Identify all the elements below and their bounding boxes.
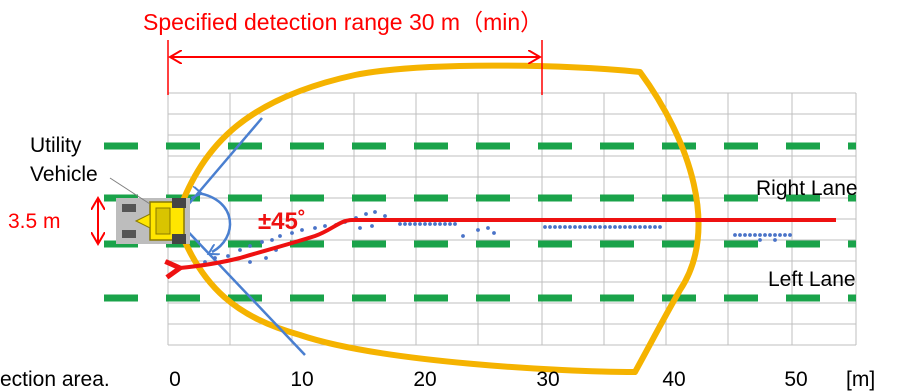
detection-point: [461, 234, 465, 238]
right-lane-label: Right Lane: [756, 177, 858, 200]
detection-point: [568, 225, 572, 229]
detection-point: [613, 225, 617, 229]
detection-point: [583, 225, 587, 229]
detection-point: [593, 225, 597, 229]
vehicle-label-line1: Utility: [30, 134, 82, 157]
x-tick-50: 50: [784, 368, 807, 391]
detection-point: [553, 225, 557, 229]
detection-point: [623, 225, 627, 229]
detection-point: [773, 238, 777, 242]
detection-point: [748, 233, 752, 237]
x-axis-unit: [m]: [846, 368, 875, 391]
detection-point: [358, 226, 362, 230]
detection-point: [788, 233, 792, 237]
detection-point: [758, 233, 762, 237]
detection-point: [453, 222, 457, 226]
detection-point: [658, 225, 662, 229]
detection-point: [633, 225, 637, 229]
detection-point: [323, 224, 327, 228]
detection-point: [364, 212, 368, 216]
detection-point: [476, 228, 480, 232]
target-trajectory: [180, 218, 836, 268]
x-tick-20: 20: [413, 368, 436, 391]
detection-points: [203, 210, 792, 264]
x-axis-ticks: 0 10 20 30 40 50: [169, 368, 808, 391]
x-tick-10: 10: [290, 368, 313, 391]
x-tick-40: 40: [662, 368, 685, 391]
detection-point: [238, 248, 242, 252]
detection-area-outline: [173, 62, 702, 375]
detection-point: [578, 225, 582, 229]
detection-point: [418, 222, 422, 226]
detection-point: [628, 225, 632, 229]
detection-point: [300, 228, 304, 232]
grid: [167, 92, 857, 346]
detection-point: [248, 260, 252, 264]
detection-point: [313, 226, 317, 230]
detection-point: [264, 256, 268, 260]
detection-point: [783, 233, 787, 237]
detection-point: [383, 214, 387, 218]
fov-angle-arc: [198, 193, 232, 252]
detection-point: [428, 222, 432, 226]
detection-point: [486, 226, 490, 230]
detection-point: [648, 225, 652, 229]
x-tick-30: 30: [536, 368, 559, 391]
detection-point: [743, 233, 747, 237]
detection-point: [278, 234, 282, 238]
detection-point: [563, 225, 567, 229]
detection-point: [753, 233, 757, 237]
detection-point: [618, 225, 622, 229]
detection-point: [408, 222, 412, 226]
detection-point: [248, 244, 252, 248]
detection-point: [438, 222, 442, 226]
detection-point: [758, 238, 762, 242]
left-lane-label: Left Lane: [768, 268, 856, 291]
detection-point: [598, 225, 602, 229]
sensor-fov-lines: [175, 117, 306, 356]
detection-point: [543, 225, 547, 229]
fov-lower-line: [175, 218, 306, 356]
detection-point: [492, 231, 496, 235]
detection-point: [548, 225, 552, 229]
detection-point: [603, 225, 607, 229]
detection-point: [370, 224, 374, 228]
vehicle-callout-leader: [109, 177, 151, 205]
detection-point: [588, 225, 592, 229]
diagram-title: Specified detection range 30 m（min）: [143, 9, 543, 35]
detection-point: [413, 222, 417, 226]
detection-point: [260, 240, 264, 244]
detection-point: [738, 233, 742, 237]
detection-point: [403, 222, 407, 226]
detection-point: [398, 222, 402, 226]
detection-point: [573, 225, 577, 229]
detection-point: [270, 238, 274, 242]
detection-point: [653, 225, 657, 229]
detection-point: [733, 233, 737, 237]
detection-point: [423, 222, 427, 226]
detection-point: [778, 233, 782, 237]
detection-point: [226, 254, 230, 258]
detection-point: [448, 222, 452, 226]
vehicle-label-line2: Vehicle: [30, 163, 98, 186]
detection-point: [773, 233, 777, 237]
detection-point: [763, 233, 767, 237]
detection-point: [768, 233, 772, 237]
detection-point: [433, 222, 437, 226]
detection-point: [213, 256, 217, 260]
fov-upper-line: [175, 117, 263, 220]
detection-point: [443, 222, 447, 226]
detection-point: [558, 225, 562, 229]
angle-label: ±45˚: [258, 208, 306, 235]
lane-width-label: 3.5 m: [8, 210, 61, 233]
detection-point: [638, 225, 642, 229]
detection-point: [373, 210, 377, 214]
x-tick-0: 0: [169, 368, 181, 391]
detection-point: [608, 225, 612, 229]
detection-point: [290, 231, 294, 235]
caption-fragment: ection area.: [0, 368, 110, 391]
detection-point: [643, 225, 647, 229]
utility-vehicle-icon: [116, 198, 190, 244]
